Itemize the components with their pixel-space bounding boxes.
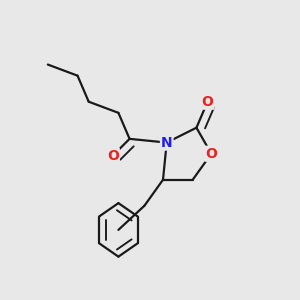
Text: O: O bbox=[107, 148, 119, 163]
Text: O: O bbox=[202, 95, 214, 109]
Text: N: N bbox=[161, 136, 172, 150]
Text: O: O bbox=[206, 147, 217, 161]
